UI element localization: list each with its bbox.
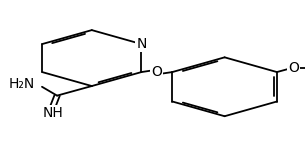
Text: O: O: [288, 61, 299, 75]
Text: N: N: [136, 37, 147, 51]
Text: O: O: [151, 65, 162, 79]
Text: H₂N: H₂N: [8, 77, 35, 91]
Text: NH: NH: [42, 106, 63, 120]
